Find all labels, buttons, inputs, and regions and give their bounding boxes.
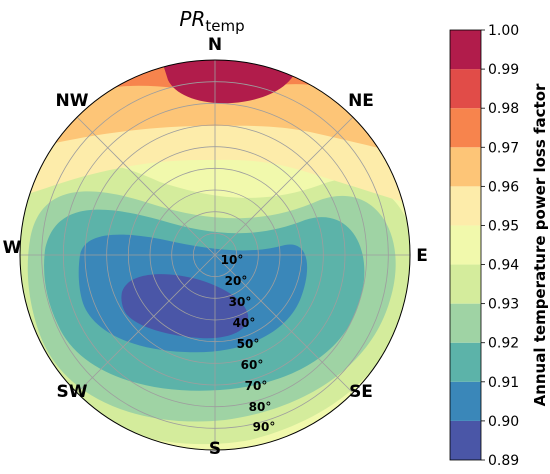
colorbar-swatch: [450, 381, 481, 421]
grid-spoke-nw-se: [76, 116, 354, 394]
colorbar-swatch: [450, 30, 481, 70]
colorbar-tick-label: 0.89: [488, 453, 519, 469]
polar-plot-area: 10° 20° 30° 40° 50° 60° 70° 80° 90° N NE…: [3, 35, 428, 459]
colorbar-tick-label: 0.93: [488, 297, 519, 313]
colorbar-swatch: [450, 69, 481, 109]
direction-nw: NW: [56, 91, 89, 111]
direction-ne: NE: [348, 91, 374, 111]
colorbar: 0.89 0.90 0.91 0.92 0.93 0.94 0.95 0.96 0.97 0.98…: [449, 23, 549, 469]
radial-tick-20: 20°: [225, 274, 248, 288]
colorbar-tick-label: 0.96: [488, 179, 519, 195]
direction-sw: SW: [57, 382, 88, 402]
colorbar-label: Annual temperature power loss factor: [531, 83, 549, 406]
radial-tick-60: 60°: [241, 358, 264, 372]
colorbar-tick-label: 0.97: [488, 140, 519, 156]
colorbar-tick-label: 0.99: [488, 62, 519, 78]
colorbar-swatch: [450, 225, 481, 265]
polar-grid: [20, 60, 410, 450]
colorbar-tick-label: 0.98: [488, 101, 519, 117]
colorbar-ticks: 0.89 0.90 0.91 0.92 0.93 0.94 0.95 0.96 0.97 0.98…: [481, 23, 519, 469]
colorbar-tick-label: 0.91: [488, 375, 519, 391]
chart-title: PRtemp: [179, 7, 244, 35]
colorbar-swatch: [450, 303, 481, 343]
colorbar-swatch: [450, 147, 481, 187]
colorbar-swatch: [450, 186, 481, 226]
colorbar-tick-label: 0.95: [488, 218, 519, 234]
colorbar-tick-label: 0.90: [488, 414, 519, 430]
colorbar-swatches: [450, 30, 481, 460]
colorbar-tick-label: 0.92: [488, 336, 519, 352]
colorbar-outline: [449, 29, 482, 461]
direction-se: SE: [349, 382, 373, 402]
colorbar-tick-label: 1.00: [488, 23, 519, 39]
polar-outline: [19, 59, 411, 451]
radial-tick-80: 80°: [249, 400, 272, 414]
direction-w: W: [3, 238, 22, 258]
radial-tick-labels: 10° 20° 30° 40° 50° 60° 70° 80° 90°: [221, 253, 276, 434]
direction-e: E: [416, 246, 428, 266]
radial-tick-40: 40°: [233, 316, 256, 330]
direction-n: N: [208, 35, 222, 55]
radial-tick-10: 10°: [221, 253, 244, 267]
radial-tick-30: 30°: [229, 295, 252, 309]
radial-tick-70: 70°: [245, 379, 268, 393]
colorbar-swatch: [450, 108, 481, 148]
radial-tick-90: 90°: [253, 420, 276, 434]
direction-s: S: [209, 439, 221, 459]
direction-labels: N NE E SE S SW W NW: [3, 35, 428, 459]
radial-tick-50: 50°: [237, 337, 260, 351]
colorbar-swatch: [450, 264, 481, 304]
colorbar-swatch: [450, 342, 481, 382]
colorbar-tick-label: 0.94: [488, 258, 519, 274]
contour-level-089-090: [121, 274, 249, 339]
colorbar-swatch: [450, 420, 481, 460]
